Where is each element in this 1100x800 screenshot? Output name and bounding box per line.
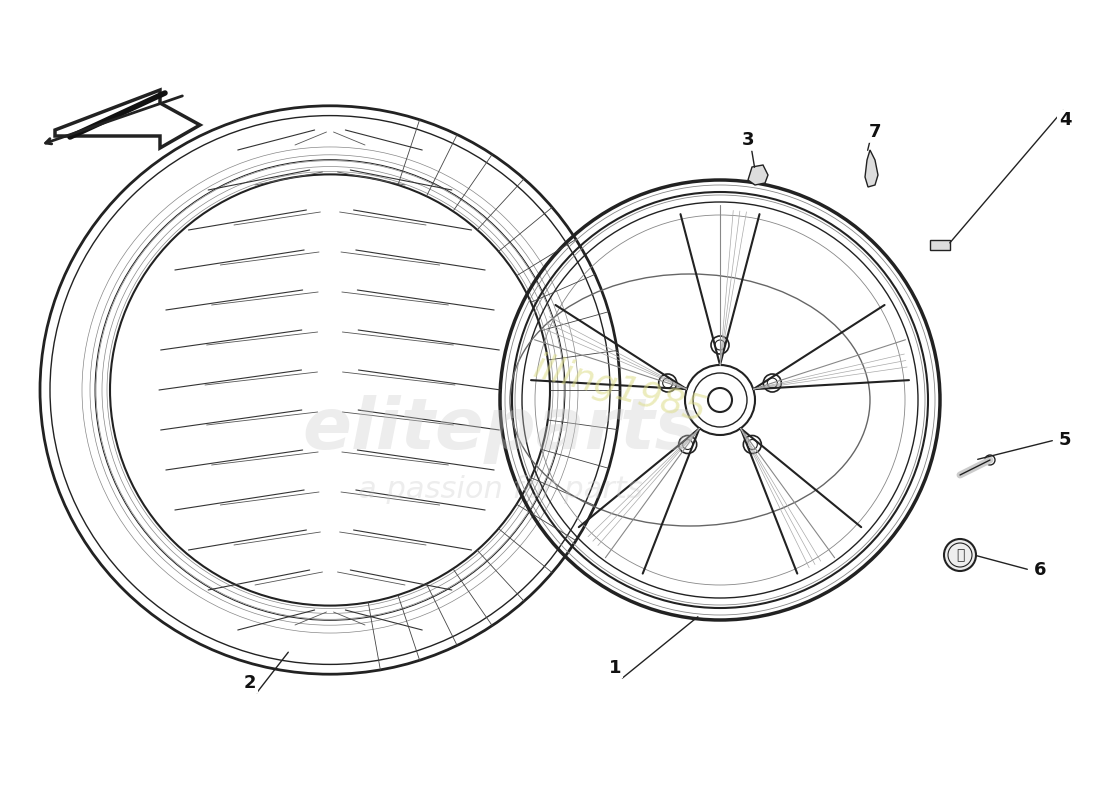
Text: 7: 7 xyxy=(869,123,881,141)
Text: 4: 4 xyxy=(1058,111,1071,129)
Text: a passion for parts: a passion for parts xyxy=(358,475,642,505)
Text: 1: 1 xyxy=(608,659,622,677)
Circle shape xyxy=(944,539,976,571)
Text: 6: 6 xyxy=(1034,561,1046,579)
Polygon shape xyxy=(865,150,878,187)
Text: eliteparts: eliteparts xyxy=(302,395,697,465)
Polygon shape xyxy=(930,240,950,250)
Polygon shape xyxy=(748,165,768,185)
Text: illing1985: illing1985 xyxy=(530,350,711,430)
Text: 5: 5 xyxy=(1058,431,1071,449)
Text: 3: 3 xyxy=(741,131,755,149)
Text: 2: 2 xyxy=(244,674,256,692)
Polygon shape xyxy=(55,90,200,148)
Text: 🐎: 🐎 xyxy=(956,548,965,562)
